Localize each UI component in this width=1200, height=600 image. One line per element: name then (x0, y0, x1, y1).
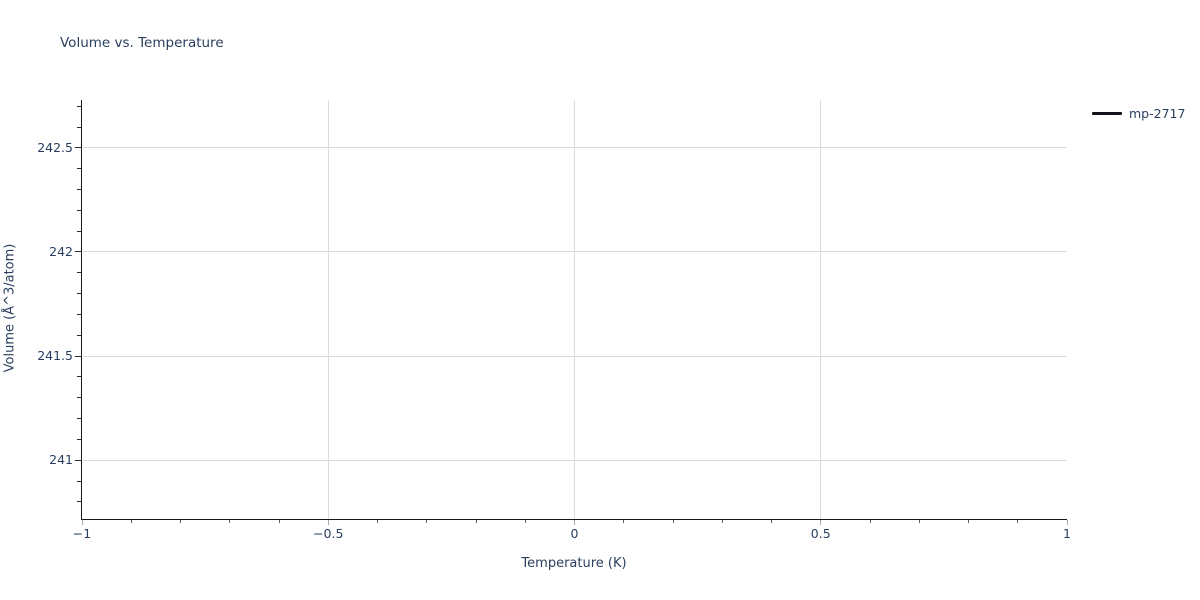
x-major-tick (327, 520, 329, 525)
x-minor-tick (426, 520, 428, 523)
x-tick-label: −1 (72, 525, 92, 541)
y-minor-tick (76, 334, 81, 336)
y-major-tick (74, 147, 81, 149)
x-major-tick (820, 520, 822, 525)
y-gridline (82, 459, 1067, 461)
plot-area[interactable]: −1 −0.5 0 0.5 1 241 241.5 242 242.5 (37, 100, 1071, 539)
x-minor-tick (130, 520, 132, 523)
y-minor-tick (76, 376, 81, 378)
x-minor-tick (377, 520, 378, 523)
x-axis-title: Temperature (K) (521, 556, 627, 571)
x-minor-tick (968, 520, 969, 523)
y-major-tick (74, 355, 81, 357)
x-minor-tick (229, 520, 231, 523)
y-minor-tick (76, 418, 81, 420)
y-minor-tick (76, 105, 81, 107)
y-minor-tick (76, 313, 81, 315)
x-minor-tick (918, 520, 920, 523)
legend: mp-2717 (1092, 106, 1185, 121)
x-minor-tick (524, 520, 526, 523)
y-gridline (82, 147, 1067, 149)
y-minor-tick (76, 189, 81, 191)
y-axis-line (80, 100, 82, 520)
y-gridline (82, 355, 1067, 357)
y-tick-label: 242.5 (37, 139, 73, 155)
y-minor-tick (76, 438, 81, 440)
x-tick-label: 1 (1063, 525, 1071, 541)
y-major-tick (74, 251, 81, 253)
y-minor-tick (76, 126, 81, 128)
x-minor-tick (771, 520, 772, 523)
y-minor-tick (76, 168, 81, 170)
x-tick-label: 0.5 (810, 525, 831, 541)
y-minor-tick (76, 501, 81, 503)
x-gridline (327, 100, 329, 519)
legend-line-swatch (1092, 112, 1122, 115)
x-minor-tick (869, 520, 871, 523)
y-tick-label: 241 (49, 451, 73, 467)
y-tick-label: 241.5 (37, 347, 73, 363)
x-gridline (574, 100, 575, 519)
y-axis-title: Volume (Å^3/atom) (2, 243, 18, 373)
x-minor-tick (623, 520, 625, 523)
y-minor-tick (76, 209, 81, 211)
legend-item-mp-2717[interactable]: mp-2717 (1092, 106, 1185, 121)
x-minor-tick (475, 520, 477, 523)
x-major-tick (574, 520, 575, 525)
x-minor-tick (672, 520, 674, 523)
y-minor-tick (76, 397, 81, 399)
x-minor-tick (180, 520, 181, 523)
legend-label: mp-2717 (1129, 106, 1186, 121)
x-minor-tick (278, 520, 280, 523)
chart-title: Volume vs. Temperature (60, 35, 224, 51)
y-minor-tick (76, 272, 81, 274)
y-minor-tick (76, 230, 81, 232)
x-gridline (820, 100, 822, 519)
y-gridline (82, 251, 1067, 253)
x-major-tick (1066, 520, 1068, 525)
y-minor-tick (76, 480, 81, 482)
x-tick-label: −0.5 (313, 525, 344, 541)
y-tick-label: 242 (49, 243, 73, 259)
x-tick-label: 0 (570, 525, 579, 541)
y-minor-tick (76, 293, 81, 295)
x-minor-tick (721, 520, 723, 523)
x-minor-tick (1017, 520, 1019, 523)
x-axis-line (80, 518, 1067, 520)
y-major-tick (74, 459, 81, 461)
x-major-tick (81, 520, 83, 525)
